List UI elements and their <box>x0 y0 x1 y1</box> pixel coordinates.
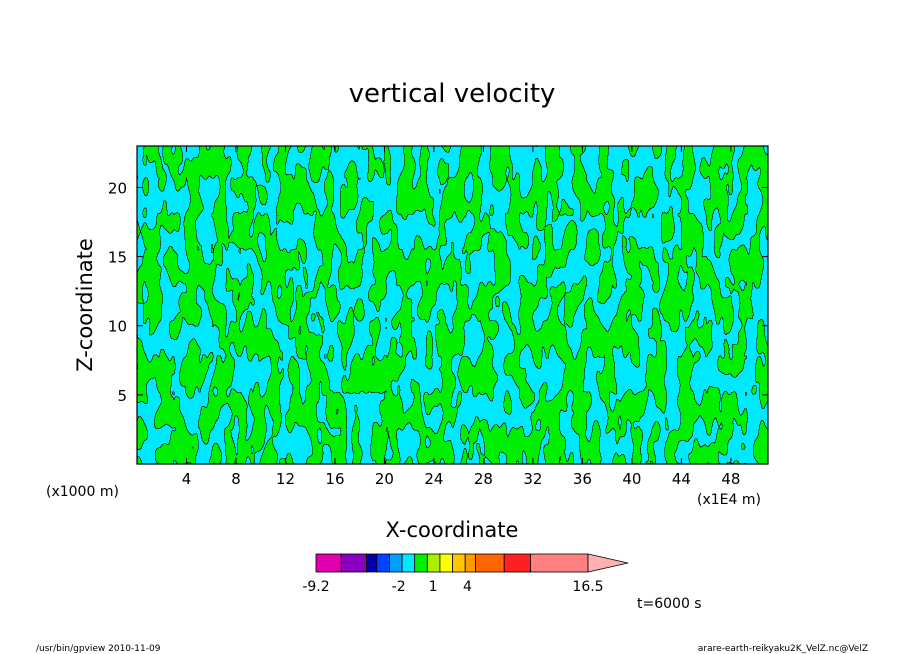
colorbar-bin <box>503 553 532 573</box>
colorbar-tick-label: 4 <box>463 579 472 595</box>
x-tick-label: 48 <box>721 470 740 488</box>
x-tick-label: 16 <box>325 470 344 488</box>
y-axis-ticks: 5 10 15 20 <box>108 179 768 405</box>
colorbar-bin <box>389 553 403 573</box>
colorbar-bin <box>464 553 476 573</box>
x-tick-label: 36 <box>573 470 592 488</box>
y-axis-unit: (x1000 m) <box>46 484 119 500</box>
x-tick-label: 24 <box>424 470 443 488</box>
x-axis-unit: (x1E4 m) <box>697 492 761 508</box>
x-tick-label: 28 <box>474 470 493 488</box>
y-tick-label: 15 <box>108 249 127 267</box>
y-tick-label: 10 <box>108 318 127 336</box>
footer-left: /usr/bin/gpview 2010-11-09 <box>36 644 161 654</box>
colorbar-bin <box>414 553 428 573</box>
colorbar-tick-label: 1 <box>429 579 438 595</box>
x-axis-ticks: 4 8 12 16 20 24 28 32 36 40 44 48 <box>182 146 740 488</box>
colorbar-bin <box>366 553 378 573</box>
x-tick-label: 32 <box>523 470 542 488</box>
y-axis-label: Z-coordinate <box>73 238 97 372</box>
y-tick-label: 20 <box>108 179 127 197</box>
colorbar-bin <box>340 553 367 573</box>
x-tick-label: 40 <box>622 470 641 488</box>
time-label: t=6000 s <box>637 596 702 612</box>
colorbar-bin <box>376 553 390 573</box>
colorbar-bin <box>452 553 466 573</box>
x-tick-label: 20 <box>375 470 394 488</box>
x-axis-label: X-coordinate <box>386 518 519 542</box>
colorbar-bin <box>401 553 416 573</box>
x-tick-label: 8 <box>231 470 241 488</box>
colorbar-overflow-arrow <box>587 553 629 573</box>
x-tick-label: 4 <box>182 470 192 488</box>
colorbar-tick-label: 16.5 <box>572 579 603 595</box>
colorbar-bin <box>315 553 342 573</box>
colorbar-bin <box>475 553 505 573</box>
plot-frame <box>136 145 769 465</box>
x-tick-label: 12 <box>276 470 295 488</box>
chart-title: vertical velocity <box>349 79 556 109</box>
footer-right: arare-earth-reikyaku2K_VelZ.nc@VelZ <box>698 644 868 654</box>
colorbar: -9.2 -2 1 4 16.5 <box>302 553 629 595</box>
colorbar-tick-label: -2 <box>392 579 406 595</box>
colorbar-tick-label: -9.2 <box>302 579 329 595</box>
colorbar-bin <box>439 553 453 573</box>
x-tick-label: 44 <box>672 470 691 488</box>
colorbar-bin <box>530 553 589 573</box>
colorbar-bin <box>426 553 441 573</box>
y-tick-label: 5 <box>117 387 127 405</box>
velocity-contours <box>137 146 768 464</box>
